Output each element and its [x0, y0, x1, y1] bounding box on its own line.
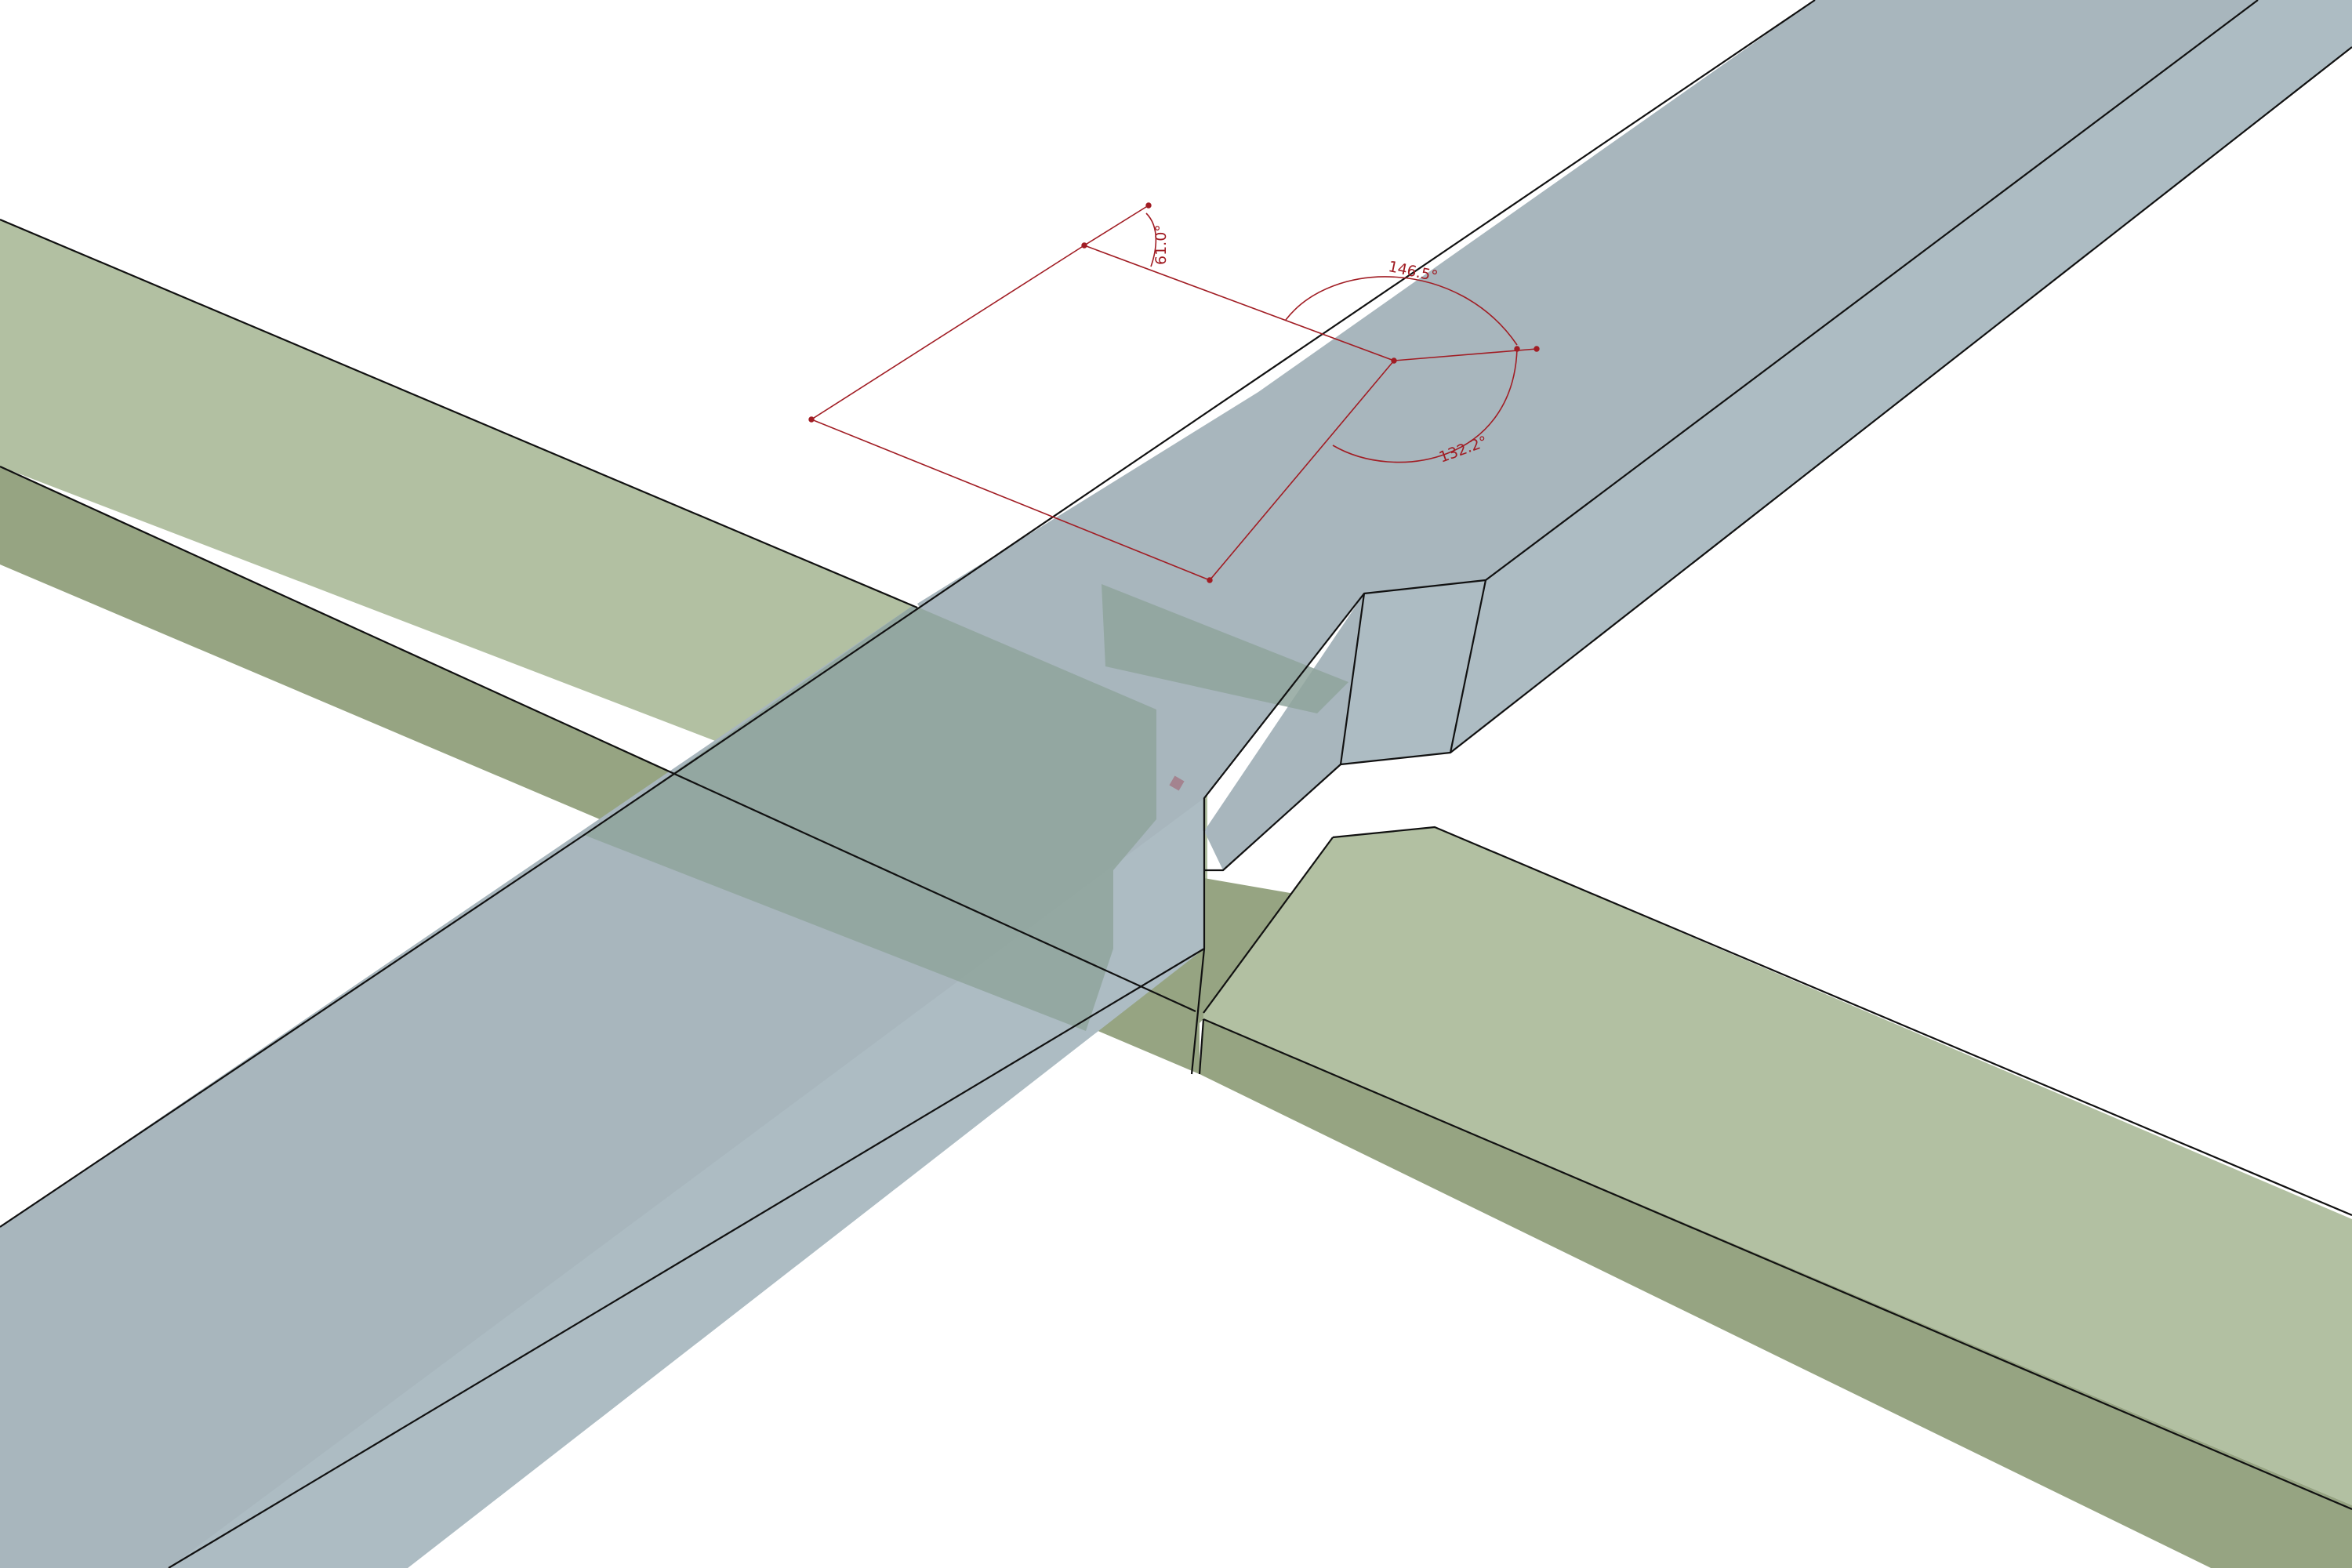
- angle-arc-top[interactable]: [1285, 276, 1518, 346]
- green-beam-right-side-face: [1200, 1019, 2352, 1568]
- blue-beam-end-face-1: [1341, 580, 1486, 764]
- blue-over-green-overlap: [584, 605, 1156, 1031]
- blue-beam-upper-side-face: [1450, 0, 2352, 753]
- dimension-extension-line-2: [1393, 348, 1537, 361]
- dimension-node-markers: [808, 202, 1540, 583]
- angle-label-top: 146.5°: [1387, 258, 1439, 285]
- green-beam-left-top-face: [0, 220, 913, 817]
- angle-arc-bottom[interactable]: [1332, 348, 1518, 463]
- blue-beam-end-face-2: [1204, 593, 1364, 870]
- selection-handle[interactable]: [1169, 775, 1185, 791]
- green-beam-right-top-face: [1203, 827, 2352, 1505]
- angle-label-small: 61.0°: [1152, 224, 1170, 265]
- dimension-extension-line: [1083, 205, 1149, 246]
- blue-beam-upper-top-face[interactable]: [917, 0, 2258, 835]
- blue-over-green-overlap-2: [1102, 584, 1348, 713]
- blue-beam-lower-side-face-2: [169, 798, 1204, 1568]
- angle-arc-small[interactable]: [1145, 212, 1157, 267]
